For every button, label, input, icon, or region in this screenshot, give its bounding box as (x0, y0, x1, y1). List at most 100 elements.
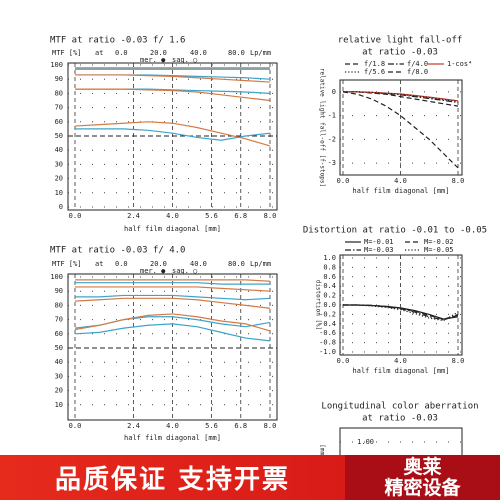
y-tick-label: 0.0 (323, 301, 336, 309)
y-tick-label: 80 (55, 301, 63, 309)
x-tick-label: 5.6 (205, 422, 218, 430)
y-tick-label: 50 (55, 132, 63, 140)
chart-title: Distortion at ratio -0.01 to -0.05 (303, 226, 487, 236)
y-tick-label: 0.4 (323, 282, 336, 290)
y-tick-label: 30 (55, 160, 63, 168)
promo-banner: 品质保证 支持开票 奥莱 精密设备 (0, 455, 500, 500)
x-tick-label: 0.0 (69, 422, 82, 430)
legend-label: M=-0.01 (364, 238, 394, 246)
x-axis-label: half film diagonal [mm] (124, 225, 221, 233)
y-tick-label: 0 (59, 203, 63, 211)
legend-label: M=-0.02 (424, 238, 454, 246)
chart-title: MTF at ratio -0.03 f/ 1.6 (50, 36, 185, 46)
series-line (75, 282, 270, 285)
legend-label: M=-0.05 (424, 246, 454, 254)
legend-entry: mer. ● (140, 56, 166, 64)
y-tick-label: 90 (55, 287, 63, 295)
y-tick-label: -0.2 (319, 310, 336, 318)
series-line (74, 297, 271, 309)
y-tick-label: 100 (50, 273, 63, 281)
y-tick-label: 60 (55, 118, 63, 126)
x-tick-label: 4.0 (166, 422, 179, 430)
series-line (75, 294, 271, 301)
x-tick-label: 5.6 (205, 212, 218, 220)
y-tick-label: -1.0 (319, 348, 336, 356)
header-label: MTF [%] (52, 49, 82, 57)
frequency: 0.0 (115, 49, 128, 57)
unit: Lp/mm (250, 260, 271, 268)
header-label: MTF [%] (52, 260, 82, 268)
y-tick-label: 0.2 (323, 292, 336, 300)
x-tick-label: 6.8 (234, 212, 247, 220)
banner-left: 品质保证 支持开票 (0, 455, 345, 500)
unit: Lp/mm (250, 49, 271, 57)
y-tick-label: 0.6 (323, 273, 336, 281)
series-line (343, 91, 459, 102)
legend-label: f/1.8 (364, 60, 385, 68)
legend-label: 1-cos⁴ (447, 60, 472, 68)
y-tick-label: -0.6 (319, 329, 336, 337)
series-line (342, 91, 459, 169)
y-tick-label: 90 (55, 75, 63, 83)
series-line (75, 286, 271, 292)
x-tick-label: 4.0 (394, 357, 407, 365)
x-tick-label: 8.0 (452, 357, 465, 365)
x-tick-label: 6.8 (234, 422, 247, 430)
y-tick-label: 0.8 (323, 263, 336, 271)
x-tick-label: 0.0 (69, 212, 82, 220)
y-tick-label: 50 (55, 344, 63, 352)
y-tick-label: 40 (55, 358, 63, 366)
x-tick-label: 4.0 (394, 177, 407, 185)
x-tick-label: 2.4 (127, 212, 140, 220)
brand-sub: 精密设备 (384, 476, 461, 499)
y-tick-label: 100 (50, 61, 63, 69)
series-line (75, 74, 271, 83)
banner-right: 奥莱 精密设备 (345, 455, 500, 500)
x-axis-label: half film diagonal [mm] (353, 367, 450, 375)
y-axis-label: relative light fall-off [f-stops] (319, 68, 326, 187)
frequency: 20.0 (150, 260, 167, 268)
chart-subtitle: at ratio -0.03 (362, 48, 438, 58)
series-line (75, 279, 271, 282)
y-tick-label: 70 (55, 104, 63, 112)
frequency: 80.0 (228, 49, 245, 57)
frequency: 20.0 (150, 49, 167, 57)
series-line (74, 121, 271, 147)
series-line (343, 304, 459, 321)
x-axis-label: half film diagonal [mm] (124, 434, 221, 442)
legend-label: f/8.0 (407, 68, 428, 76)
legend-label: f/4.0 (407, 60, 428, 68)
plot-frame (339, 79, 463, 176)
y-tick-label: 70 (55, 316, 63, 324)
legend-label: M=-0.03 (364, 246, 394, 254)
x-tick-label: 8.0 (264, 212, 277, 220)
series-line (75, 88, 271, 102)
y-tick-label: 20 (55, 387, 63, 395)
legend-entry: sag. ○ (172, 267, 197, 275)
x-tick-label: 0.0 (337, 357, 350, 365)
y-tick-label: 20 (55, 175, 63, 183)
header-at: at (95, 49, 103, 57)
x-tick-label: 8.0 (452, 177, 465, 185)
chart-title: Longitudinal color aberration (321, 402, 478, 412)
y-tick-label: 30 (55, 372, 63, 380)
x-tick-label: 4.0 (166, 212, 179, 220)
y-axis-label: [mm] (319, 444, 326, 458)
y-tick-label: 40 (55, 146, 63, 154)
series-line (343, 304, 459, 322)
x-axis-label: half film diagonal [mm] (353, 187, 450, 195)
y-tick-label: 0 (332, 88, 336, 96)
frequency: 40.0 (190, 49, 207, 57)
legend-entry: mer. ● (140, 267, 166, 275)
frequency: 80.0 (228, 260, 245, 268)
y-tick-label: 10 (55, 189, 63, 197)
y-tick-label: 1.0 (323, 254, 336, 262)
chart-title: relative light fall-off (338, 36, 463, 46)
y-tick-label: -0.4 (319, 320, 336, 328)
chart-subtitle: at ratio -0.03 (362, 414, 438, 424)
x-tick-label: 8.0 (264, 422, 277, 430)
y-axis-label: distortion [%] (315, 280, 322, 331)
y-tick-label: 60 (55, 330, 63, 338)
